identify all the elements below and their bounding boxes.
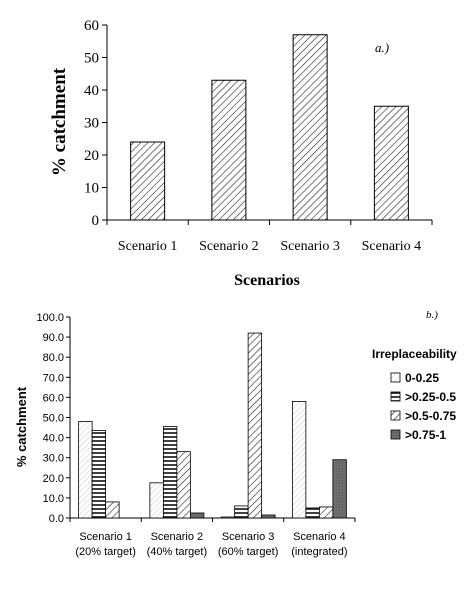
chart-a-x-axis-label: Scenarios [234, 272, 300, 289]
chart-b-bar [149, 482, 164, 519]
chart-b-x-tick-label: Scenario 4 [293, 531, 346, 543]
chart-b-x-tick-sublabel: (integrated) [291, 546, 347, 558]
chart-a-bar [373, 105, 409, 221]
legend-entry-label: >0.25-0.5 [405, 390, 456, 404]
chart-a-panel-label: a.) [375, 40, 389, 55]
chart-b-x-tick-label: Scenario 1 [79, 531, 132, 543]
legend-swatch [390, 372, 401, 383]
chart-b-y-tick-label: 100.0 [36, 312, 64, 324]
legend-entry-label: >0.5-0.75 [405, 409, 456, 423]
chart-a-x-tick-label: Scenario 3 [280, 239, 339, 254]
chart-a-x-tick-label: Scenario 4 [362, 239, 421, 254]
chart-b-y-axis-label: % catchment [14, 386, 29, 467]
chart-b-bar [105, 501, 120, 519]
chart-b-y-tick-label: 80.0 [43, 352, 64, 364]
chart-a-x-tick-label: Scenario 2 [199, 239, 258, 254]
chart-b-bar [247, 332, 263, 519]
chart-b-bar [78, 421, 93, 519]
chart-b-y-tick-label: 30.0 [43, 453, 64, 465]
chart-b-y-tick-label: 50.0 [43, 413, 64, 425]
chart-a-bar [130, 141, 166, 221]
chart-b-bar [162, 426, 178, 519]
chart-a-y-tick-label: 20 [84, 148, 99, 164]
chart-a-y-tick-label: 10 [84, 181, 99, 197]
chart-a: a.) % catchment Scenarios 0 10 20 30 40 50 60 S… [49, 18, 433, 289]
chart-b-bar [220, 516, 236, 519]
chart-b-y-tick-label: 60.0 [43, 392, 64, 404]
chart-b-y-tick-label: 40.0 [43, 433, 64, 445]
chart-b-bar [318, 506, 334, 519]
legend-swatch [390, 429, 401, 440]
chart-a-y-axis-label: % catchment [49, 67, 70, 176]
chart-a-bar [292, 34, 328, 221]
chart-a-x-tick-label: Scenario 1 [118, 239, 177, 254]
chart-b-y-tick-label: 70.0 [43, 372, 64, 384]
chart-b-x-tick-label: Scenario 3 [222, 531, 275, 543]
chart-a-y-tick-label: 60 [84, 18, 99, 34]
chart-b-bar [91, 430, 107, 519]
chart-b-bar [234, 505, 249, 519]
legend-swatch [390, 410, 401, 421]
chart-b-bar [305, 507, 320, 519]
chart-b-x-tick-sublabel: (60% target) [218, 546, 279, 558]
chart-a-y-tick-label: 30 [84, 116, 99, 132]
chart-a-y-tick-label: 0 [92, 213, 100, 229]
legend-entry-label: >0.75-1 [405, 428, 446, 442]
chart-a-bar [211, 79, 247, 221]
chart-b-x-tick-sublabel: (40% target) [147, 546, 208, 558]
legend-entry-label: 0-0.25 [405, 371, 439, 385]
legend-swatch [390, 391, 401, 402]
legend: Irreplaceability 0-0.25 >0.25-0.5 >0.5-0.7… [372, 347, 457, 442]
chart-b-bar [332, 459, 347, 519]
chart-b-bar [189, 512, 205, 519]
chart-b-bar [261, 514, 276, 519]
chart-b: b.) % catchment 0.0 10.0 20.0 30.0 40.0 50.0 6… [14, 309, 457, 558]
chart-b-y-tick-label: 10.0 [43, 493, 64, 505]
chart-b-panel-label: b.) [426, 309, 438, 321]
legend-title: Irreplaceability [372, 347, 457, 361]
chart-b-y-tick-label: 0.0 [49, 513, 64, 525]
chart-b-x-tick-label: Scenario 2 [151, 531, 204, 543]
chart-a-y-tick-label: 50 [84, 51, 99, 67]
chart-b-x-tick-sublabel: (20% target) [75, 546, 136, 558]
chart-b-y-tick-label: 90.0 [43, 332, 64, 344]
chart-a-y-tick-label: 40 [84, 83, 99, 99]
chart-b-bar [176, 451, 191, 519]
chart-b-bar [291, 401, 307, 519]
chart-b-y-tick-label: 20.0 [43, 473, 64, 485]
